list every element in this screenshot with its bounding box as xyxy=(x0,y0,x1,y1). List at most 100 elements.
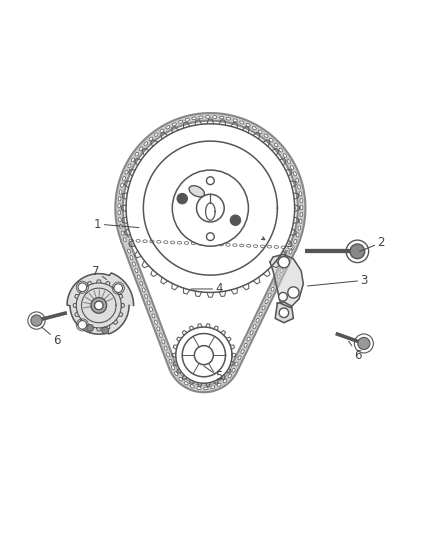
Ellipse shape xyxy=(261,245,265,248)
Text: 1: 1 xyxy=(94,217,139,231)
Polygon shape xyxy=(270,254,304,308)
Ellipse shape xyxy=(291,246,294,250)
Ellipse shape xyxy=(144,142,148,146)
Ellipse shape xyxy=(240,244,244,247)
Ellipse shape xyxy=(296,178,299,182)
Ellipse shape xyxy=(121,231,124,235)
Ellipse shape xyxy=(300,205,303,209)
Ellipse shape xyxy=(269,139,273,142)
Text: 6: 6 xyxy=(42,327,60,346)
Ellipse shape xyxy=(298,185,300,189)
Ellipse shape xyxy=(283,262,286,266)
Ellipse shape xyxy=(164,241,168,244)
Text: 5: 5 xyxy=(204,366,223,383)
Ellipse shape xyxy=(172,366,174,370)
Ellipse shape xyxy=(212,243,216,246)
Circle shape xyxy=(78,320,87,329)
Circle shape xyxy=(230,215,240,225)
Ellipse shape xyxy=(145,294,148,298)
Ellipse shape xyxy=(238,356,241,360)
Ellipse shape xyxy=(289,250,292,254)
Ellipse shape xyxy=(166,126,170,129)
Ellipse shape xyxy=(120,183,124,187)
Ellipse shape xyxy=(177,241,182,244)
Ellipse shape xyxy=(198,243,202,245)
Ellipse shape xyxy=(290,166,293,169)
Circle shape xyxy=(279,308,289,318)
Text: 6: 6 xyxy=(349,341,362,362)
Ellipse shape xyxy=(118,211,120,215)
Ellipse shape xyxy=(152,314,155,318)
Ellipse shape xyxy=(300,198,303,203)
Ellipse shape xyxy=(135,269,138,272)
Circle shape xyxy=(278,256,290,268)
Circle shape xyxy=(177,193,187,204)
Ellipse shape xyxy=(129,239,133,242)
Ellipse shape xyxy=(184,382,188,385)
Circle shape xyxy=(279,293,287,301)
Text: 4: 4 xyxy=(191,282,223,295)
Ellipse shape xyxy=(155,320,157,325)
Ellipse shape xyxy=(206,116,210,118)
Text: 7: 7 xyxy=(92,265,106,279)
Ellipse shape xyxy=(139,147,143,151)
Ellipse shape xyxy=(157,240,161,243)
Ellipse shape xyxy=(123,238,126,242)
Circle shape xyxy=(174,326,233,384)
Ellipse shape xyxy=(184,241,189,245)
Ellipse shape xyxy=(299,192,302,196)
Ellipse shape xyxy=(190,385,194,388)
Ellipse shape xyxy=(140,281,143,286)
Polygon shape xyxy=(275,302,293,322)
Ellipse shape xyxy=(118,217,121,222)
Ellipse shape xyxy=(277,274,280,279)
Circle shape xyxy=(288,287,299,298)
Ellipse shape xyxy=(212,116,217,118)
Ellipse shape xyxy=(142,288,145,292)
Ellipse shape xyxy=(264,134,268,138)
Ellipse shape xyxy=(232,368,235,372)
Ellipse shape xyxy=(191,242,195,245)
Ellipse shape xyxy=(164,346,167,350)
Ellipse shape xyxy=(241,350,244,353)
Ellipse shape xyxy=(160,129,164,132)
Ellipse shape xyxy=(226,244,230,246)
Ellipse shape xyxy=(166,353,170,357)
Ellipse shape xyxy=(131,158,134,162)
Ellipse shape xyxy=(233,244,237,247)
Ellipse shape xyxy=(246,124,250,127)
Ellipse shape xyxy=(185,118,189,122)
Ellipse shape xyxy=(250,331,253,335)
Ellipse shape xyxy=(267,245,272,248)
Circle shape xyxy=(206,177,214,184)
Ellipse shape xyxy=(150,240,154,243)
Ellipse shape xyxy=(120,224,122,229)
Ellipse shape xyxy=(283,154,286,158)
Ellipse shape xyxy=(135,152,138,156)
Ellipse shape xyxy=(235,362,238,366)
Ellipse shape xyxy=(252,127,256,130)
Circle shape xyxy=(95,301,103,310)
Ellipse shape xyxy=(149,137,153,141)
Ellipse shape xyxy=(288,246,292,249)
Ellipse shape xyxy=(159,333,162,337)
Ellipse shape xyxy=(226,117,230,120)
Polygon shape xyxy=(67,273,134,334)
Ellipse shape xyxy=(244,343,247,348)
Ellipse shape xyxy=(219,116,224,119)
Ellipse shape xyxy=(254,245,258,247)
Ellipse shape xyxy=(169,359,172,364)
Ellipse shape xyxy=(279,148,283,152)
Ellipse shape xyxy=(258,130,262,133)
Ellipse shape xyxy=(205,243,209,245)
Circle shape xyxy=(102,327,109,334)
Circle shape xyxy=(91,297,106,313)
Circle shape xyxy=(125,123,296,294)
Ellipse shape xyxy=(162,340,165,344)
Circle shape xyxy=(206,233,214,240)
Ellipse shape xyxy=(217,383,221,386)
Ellipse shape xyxy=(179,120,183,123)
Ellipse shape xyxy=(118,197,121,201)
Ellipse shape xyxy=(130,255,133,260)
Ellipse shape xyxy=(247,245,251,247)
